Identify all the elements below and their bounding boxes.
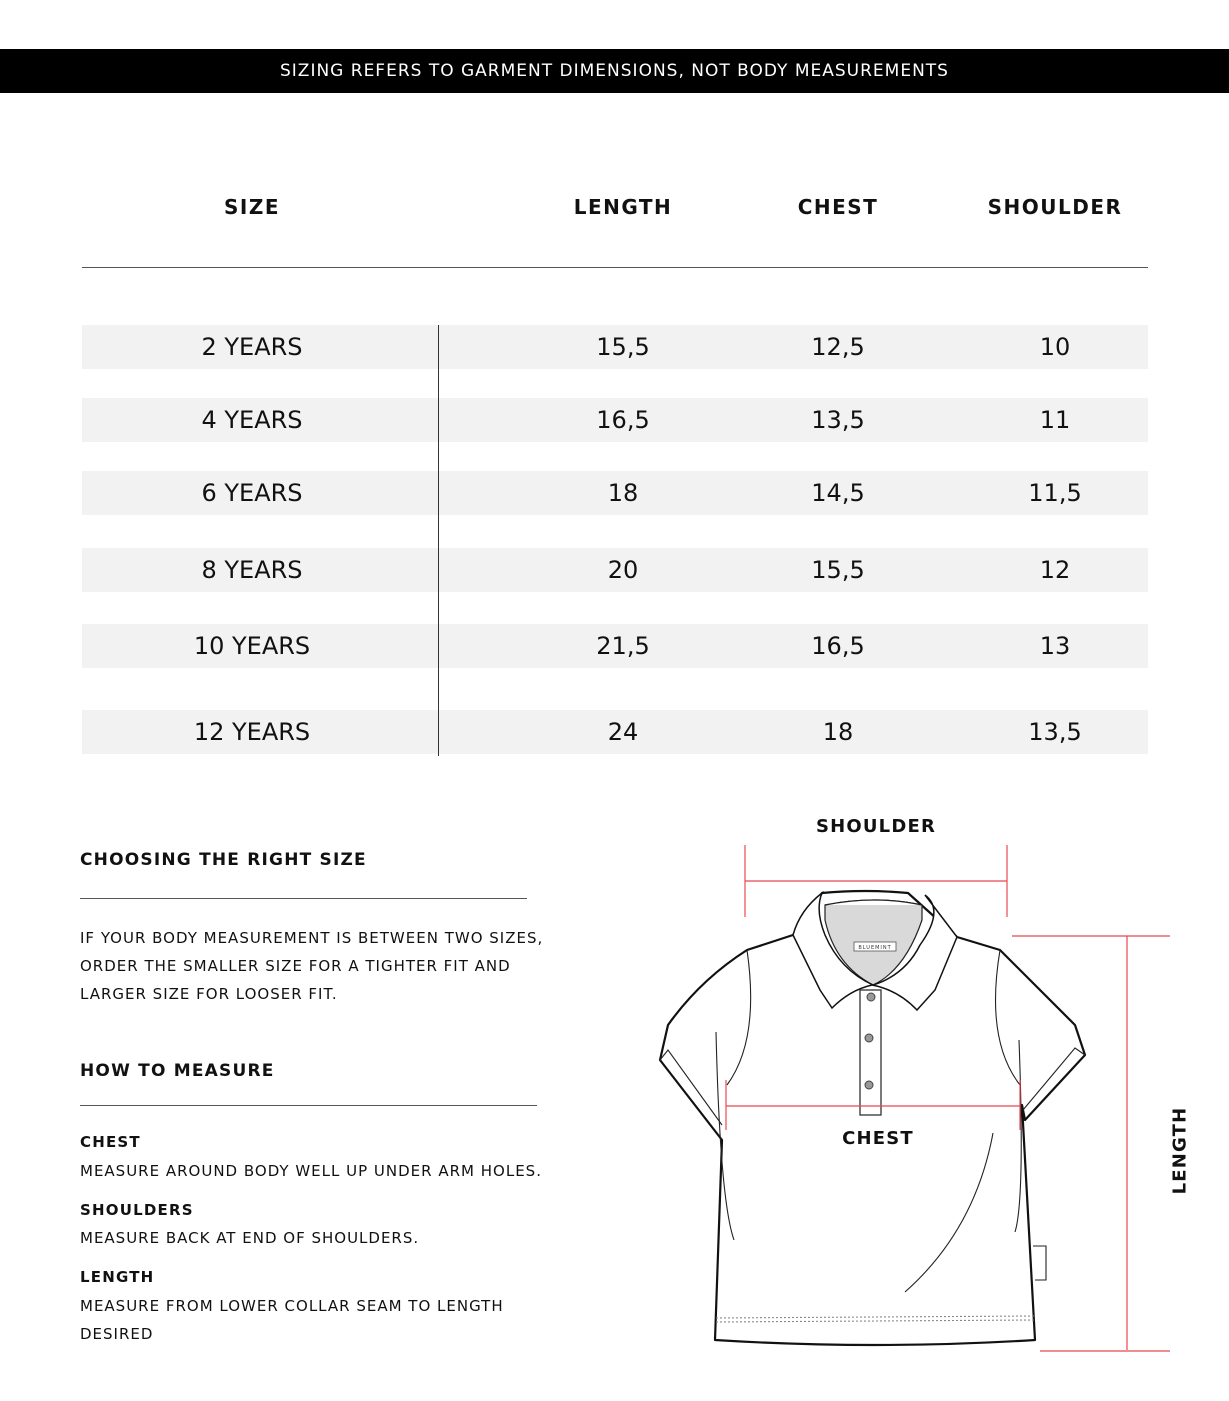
table-row: 10 YEARS 21,5 16,5 13: [82, 624, 1148, 668]
chest-label: CHEST: [80, 1133, 141, 1151]
length-line: DESIRED: [80, 1325, 154, 1343]
sizing-notice-banner: SIZING REFERS TO GARMENT DIMENSIONS, NOT…: [0, 49, 1229, 93]
diagram-chest-label: CHEST: [842, 1128, 914, 1149]
header-chest: CHEST: [797, 195, 879, 219]
size-cell: 10 YEARS: [193, 632, 311, 660]
table-row: 6 YEARS 18 14,5 11,5: [82, 471, 1148, 515]
choosing-line: LARGER SIZE FOR LOOSER FIT.: [80, 985, 338, 1003]
length-cell: 20: [607, 556, 639, 584]
size-cell: 2 YEARS: [201, 333, 303, 361]
chest-cell: 12,5: [811, 333, 865, 361]
button: [864, 1033, 874, 1043]
choosing-title: CHOOSING THE RIGHT SIZE: [80, 850, 367, 870]
chest-cell: 16,5: [811, 632, 865, 660]
length-text: MEASURE FROM LOWER COLLAR SEAM TO LENGTH…: [80, 1292, 504, 1348]
header-size: SIZE: [223, 195, 281, 219]
diagram-length-label: LENGTH: [1169, 1106, 1191, 1195]
shirt-outline: [658, 889, 1087, 1347]
shoulder-cell: 13,5: [1028, 718, 1082, 746]
length-cell: 21,5: [596, 632, 650, 660]
table-row: 4 YEARS 16,5 13,5 11: [82, 398, 1148, 442]
brand-tag: [853, 941, 897, 952]
button: [866, 992, 876, 1002]
chest-text: MEASURE AROUND BODY WELL UP UNDER ARM HO…: [80, 1162, 542, 1180]
length-cell: 15,5: [596, 333, 650, 361]
choosing-line: IF YOUR BODY MEASUREMENT IS BETWEEN TWO …: [80, 929, 544, 947]
measure-title: HOW TO MEASURE: [80, 1061, 275, 1081]
chest-cell: 15,5: [811, 556, 865, 584]
measure-lines: [725, 845, 1170, 1352]
shoulder-cell: 11: [1039, 406, 1071, 434]
choosing-text: IF YOUR BODY MEASUREMENT IS BETWEEN TWO …: [80, 924, 543, 1008]
placket: [859, 989, 882, 1116]
table-row: 8 YEARS 20 15,5 12: [82, 548, 1148, 592]
polo-shirt-diagram: BLUEMINT: [658, 845, 1170, 1352]
size-cell: 4 YEARS: [201, 406, 303, 434]
shoulder-cell: 11,5: [1028, 479, 1082, 507]
chest-cell: 18: [822, 718, 854, 746]
measure-divider: [80, 1105, 537, 1106]
header-divider: [82, 267, 1148, 268]
shoulders-text: MEASURE BACK AT END OF SHOULDERS.: [80, 1229, 420, 1247]
length-cell: 24: [607, 718, 639, 746]
size-cell: 6 YEARS: [201, 479, 303, 507]
shirt-detail-lines: [659, 949, 1086, 1323]
size-cell: 12 YEARS: [193, 718, 311, 746]
length-line: MEASURE FROM LOWER COLLAR SEAM TO LENGTH: [80, 1297, 504, 1315]
length-cell: 18: [607, 479, 639, 507]
brand-tag-text: BLUEMINT: [858, 945, 891, 951]
shoulder-cell: 12: [1039, 556, 1071, 584]
shoulder-cell: 10: [1039, 333, 1071, 361]
diagram-shoulder-label: SHOULDER: [815, 816, 937, 837]
size-cell: 8 YEARS: [201, 556, 303, 584]
length-cell: 16,5: [596, 406, 650, 434]
shoulders-label: SHOULDERS: [80, 1201, 194, 1219]
header-shoulder: SHOULDER: [987, 195, 1123, 219]
shoulder-cell: 13: [1039, 632, 1071, 660]
choosing-line: ORDER THE SMALLER SIZE FOR A TIGHTER FIT…: [80, 957, 511, 975]
size-column-divider: [438, 325, 439, 756]
chest-cell: 13,5: [811, 406, 865, 434]
chest-cell: 14,5: [811, 479, 865, 507]
table-row: 12 YEARS 24 18 13,5: [82, 710, 1148, 754]
header-length: LENGTH: [573, 195, 673, 219]
choosing-divider: [80, 898, 527, 899]
length-label: LENGTH: [80, 1268, 155, 1286]
button: [864, 1080, 874, 1090]
collar: [792, 890, 958, 1012]
table-row: 2 YEARS 15,5 12,5 10: [82, 325, 1148, 369]
